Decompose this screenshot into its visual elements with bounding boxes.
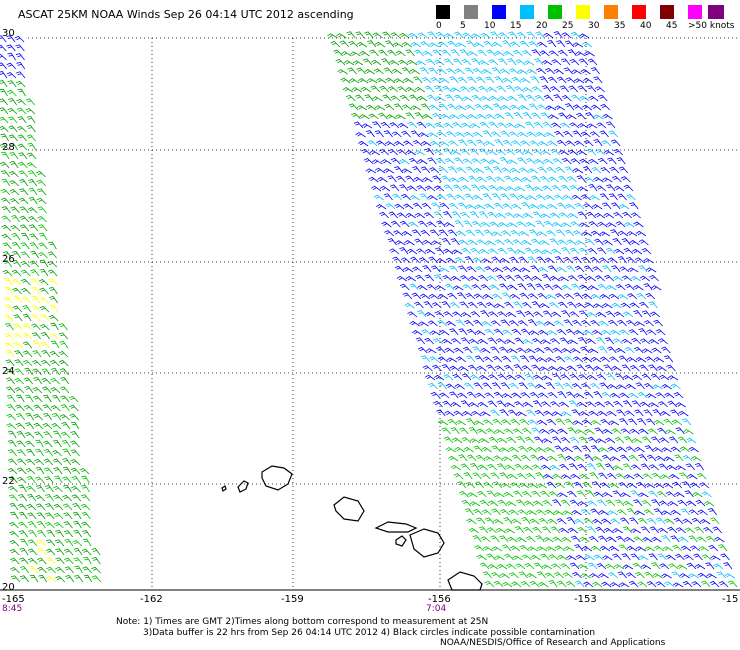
island-lanai bbox=[374, 521, 418, 533]
lat-label-24: 24 bbox=[2, 366, 15, 377]
legend-label-45: 45 bbox=[666, 21, 678, 31]
island-kahoolawe bbox=[409, 528, 445, 558]
legend-label-40: 40 bbox=[640, 21, 652, 31]
island-oahu bbox=[261, 465, 293, 491]
wind-speed-legend: 0 5 10 15 20 25 30 35 40 45 >50 knots bbox=[436, 4, 740, 32]
hawaiian-islands bbox=[221, 465, 483, 591]
island-maui bbox=[395, 535, 407, 547]
island-hawaii bbox=[447, 571, 483, 591]
legend-swatch-7 bbox=[632, 5, 646, 19]
graticule bbox=[28, 37, 740, 590]
legend-swatch-3 bbox=[520, 5, 534, 19]
notes: Note: 1) Times are GMT 2)Times along bot… bbox=[116, 617, 595, 639]
lat-label-22: 22 bbox=[2, 476, 15, 487]
map-title: ASCAT 25KM NOAA Winds Sep 26 04:14 UTC 2… bbox=[18, 8, 354, 21]
legend-swatch-5 bbox=[576, 5, 590, 19]
legend-label-50-knots: >50 knots bbox=[688, 21, 735, 31]
lon-label-153: -153 bbox=[574, 594, 597, 605]
legend-label-0: 0 bbox=[436, 21, 442, 31]
legend-label-5: 5 bbox=[460, 21, 466, 31]
lon-label-159: -159 bbox=[281, 594, 304, 605]
note-line-2: 3)Data buffer is 22 hrs from Sep 26 04:1… bbox=[143, 628, 596, 638]
legend-swatch-9 bbox=[688, 5, 702, 19]
note-line-1: Note: 1) Times are GMT 2)Times along bot… bbox=[116, 617, 489, 627]
lat-label-30: 30 bbox=[2, 28, 15, 39]
lat-label-26: 26 bbox=[2, 254, 15, 265]
legend-label-20: 20 bbox=[536, 21, 548, 31]
legend-label-30: 30 bbox=[588, 21, 600, 31]
pass-time-east: 7:04 bbox=[426, 604, 446, 614]
lat-label-20: 20 bbox=[2, 582, 15, 593]
legend-swatch-8 bbox=[660, 5, 674, 19]
lon-label-165: -165 bbox=[2, 594, 25, 605]
lon-label-156: -156 bbox=[428, 594, 451, 605]
lon-label-162: -162 bbox=[140, 594, 163, 605]
legend-swatch-0 bbox=[436, 5, 450, 19]
pass-time-west: 8:45 bbox=[2, 604, 22, 614]
island-niihau bbox=[221, 485, 227, 492]
legend-label-35: 35 bbox=[614, 21, 626, 31]
legend-swatch-10 bbox=[708, 5, 724, 19]
legend-swatch-1 bbox=[464, 5, 478, 19]
lon-label-150: -15 bbox=[722, 594, 738, 605]
island-kauai bbox=[237, 480, 249, 493]
credit-line: NOAA/NESDIS/Office of Research and Appli… bbox=[440, 638, 666, 648]
legend-swatch-4 bbox=[548, 5, 562, 19]
island-molokai bbox=[333, 496, 365, 522]
wind-barbs bbox=[0, 31, 738, 588]
legend-swatch-2 bbox=[492, 5, 506, 19]
lat-label-28: 28 bbox=[2, 142, 15, 153]
legend-label-25: 25 bbox=[562, 21, 574, 31]
legend-swatch-6 bbox=[604, 5, 618, 19]
legend-label-15: 15 bbox=[510, 21, 522, 31]
legend-label-10: 10 bbox=[484, 21, 496, 31]
